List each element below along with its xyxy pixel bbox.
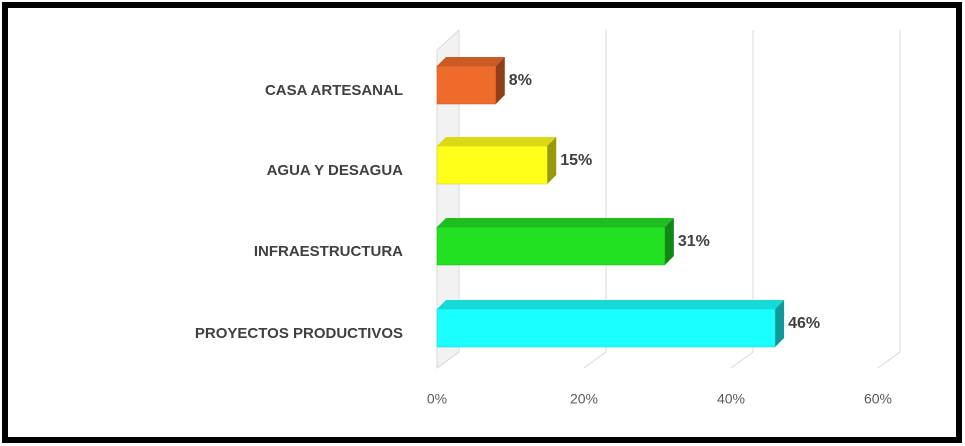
bar-side [495, 57, 505, 104]
category-label: CASA ARTESANAL [265, 82, 403, 99]
grid-line [877, 30, 901, 369]
category-label: PROYECTOS PRODUCTIVOS [195, 325, 403, 342]
bar [436, 145, 548, 185]
bar [436, 308, 776, 348]
bar-top [437, 57, 505, 66]
data-label: 15% [560, 152, 592, 169]
category-label: AGUA Y DESAGUA [267, 162, 404, 179]
grid-line [583, 30, 607, 369]
x-tick-label: 60% [864, 391, 892, 407]
bar-top [437, 137, 557, 146]
data-label: 31% [678, 233, 710, 250]
bar-side [775, 300, 785, 347]
grid-layer: 0% 20% 40% 60% [427, 28, 901, 407]
data-label: 8% [509, 72, 532, 89]
data-label: 46% [788, 315, 820, 332]
bar-side [664, 218, 674, 265]
bars-layer: CASA ARTESANAL 8% AGUA Y DESAGUA 15% INFRAES… [195, 57, 820, 348]
grid-line [730, 30, 754, 369]
bar [436, 65, 497, 105]
x-tick-label: 20% [570, 391, 598, 407]
category-label: INFRAESTRUCTURA [254, 243, 403, 260]
x-tick-label: 0% [427, 391, 447, 407]
x-tick-label: 40% [717, 391, 745, 407]
bar-top [437, 300, 785, 309]
bar [436, 226, 666, 266]
bar-top [437, 218, 674, 227]
bar-side [547, 137, 557, 184]
